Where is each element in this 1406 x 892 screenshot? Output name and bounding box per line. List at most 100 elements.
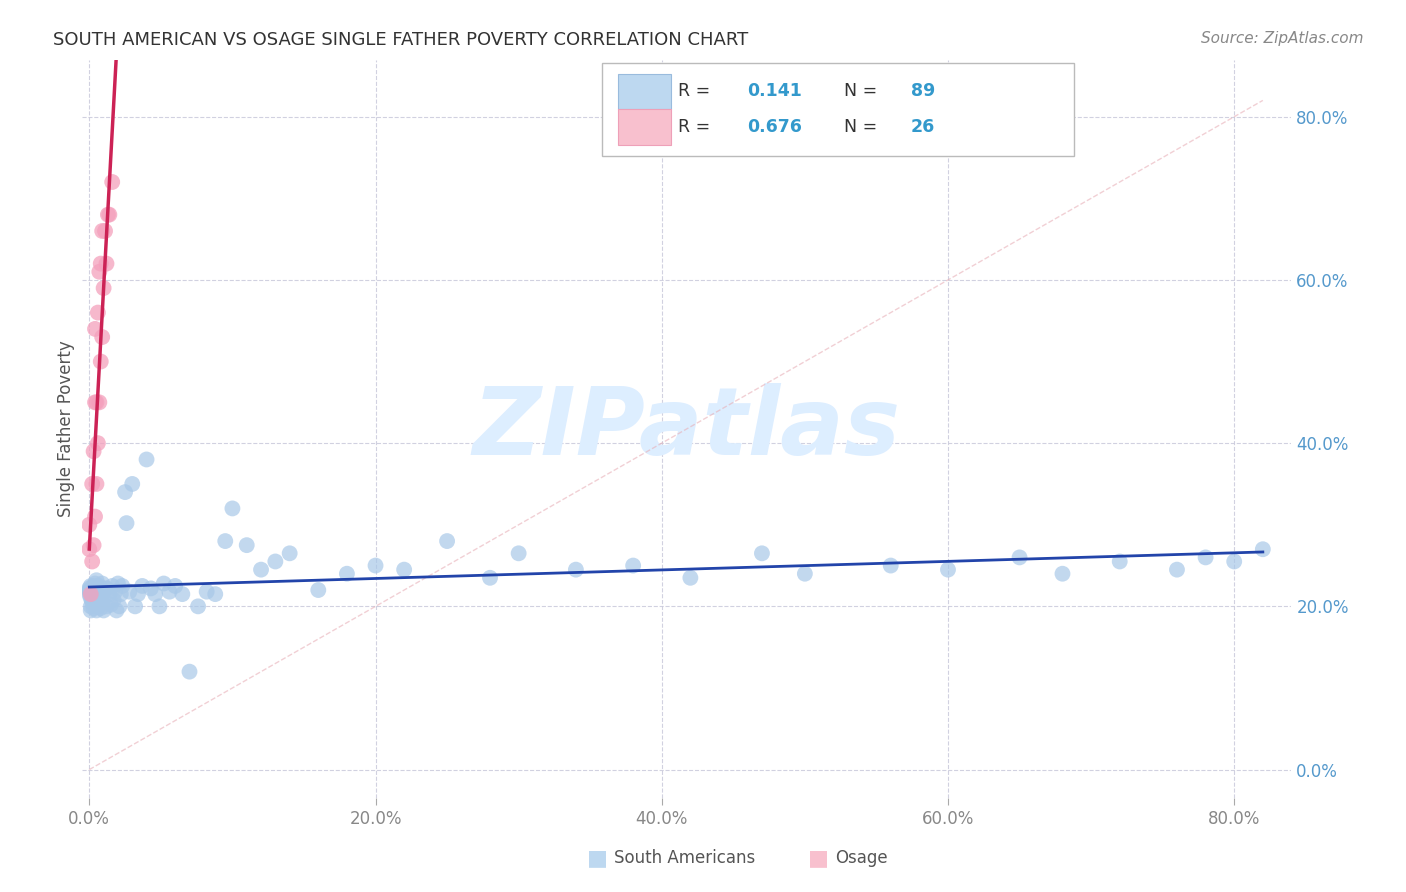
Point: [135, 452, 157, 467]
Point: [83, 601, 105, 615]
Point: [80, 599, 103, 614]
Text: ZIPatlas: ZIPatlas: [472, 383, 901, 475]
Point: [392, 563, 415, 577]
Point: [80, 587, 103, 601]
Point: [91, 224, 114, 238]
Point: [101, 579, 124, 593]
Point: [152, 576, 174, 591]
Point: [1052, 566, 1074, 581]
Point: [114, 485, 136, 500]
Point: [84, 395, 107, 409]
Point: [83, 538, 105, 552]
Point: [96, 257, 118, 271]
Point: [107, 576, 129, 591]
Point: [1166, 563, 1188, 577]
Point: [195, 584, 218, 599]
Point: [80, 603, 103, 617]
Point: [96, 599, 118, 614]
Point: [94, 224, 117, 238]
Point: [87, 305, 110, 319]
Point: [83, 579, 105, 593]
Point: [87, 599, 110, 614]
Point: [1108, 554, 1130, 568]
Text: R =: R =: [678, 82, 716, 101]
Point: [124, 599, 146, 614]
Point: [93, 281, 115, 295]
Text: ■: ■: [588, 848, 607, 868]
Text: R =: R =: [678, 118, 716, 136]
Point: [82, 587, 104, 601]
Point: [89, 579, 111, 593]
Text: Osage: Osage: [835, 849, 887, 867]
Point: [479, 571, 502, 585]
Point: [221, 501, 243, 516]
Point: [87, 436, 110, 450]
Point: [364, 558, 387, 573]
Point: [679, 571, 702, 585]
Point: [84, 322, 107, 336]
Point: [89, 395, 111, 409]
Point: [90, 354, 112, 368]
Point: [89, 265, 111, 279]
Point: [84, 576, 107, 591]
Text: 0.676: 0.676: [747, 118, 803, 136]
Point: [90, 257, 112, 271]
Point: [86, 395, 108, 409]
Point: [143, 587, 166, 601]
Point: [98, 587, 121, 601]
Point: [82, 554, 104, 568]
Point: [131, 579, 153, 593]
Point: [1008, 550, 1031, 565]
Point: [307, 582, 329, 597]
Point: [91, 576, 114, 591]
Point: [79, 584, 101, 599]
Point: [278, 546, 301, 560]
Text: 26: 26: [911, 118, 935, 136]
Point: [90, 601, 112, 615]
Point: [84, 509, 107, 524]
Point: [82, 595, 104, 609]
Point: [93, 603, 115, 617]
Point: [936, 563, 959, 577]
Point: [115, 516, 138, 530]
Text: N =: N =: [844, 118, 883, 136]
Point: [159, 584, 181, 599]
Point: [79, 542, 101, 557]
FancyBboxPatch shape: [617, 74, 671, 109]
Point: [179, 665, 201, 679]
Point: [101, 175, 124, 189]
Point: [187, 599, 209, 614]
Point: [80, 579, 103, 593]
Point: [1194, 550, 1216, 565]
Point: [235, 538, 257, 552]
Point: [880, 558, 903, 573]
Point: [96, 582, 118, 596]
Point: [108, 599, 131, 614]
Point: [1251, 542, 1274, 557]
Point: [148, 599, 170, 614]
Point: [93, 584, 115, 599]
Point: [214, 534, 236, 549]
Point: [436, 534, 458, 549]
Point: [121, 477, 143, 491]
Point: [204, 587, 226, 601]
Point: [100, 598, 122, 612]
Point: [84, 598, 107, 612]
Point: [84, 584, 107, 599]
Point: [82, 477, 104, 491]
Point: [104, 584, 127, 599]
Point: [83, 590, 105, 604]
Text: South Americans: South Americans: [614, 849, 755, 867]
Point: [91, 330, 114, 344]
Point: [86, 477, 108, 491]
Point: [98, 208, 121, 222]
Point: [91, 595, 114, 609]
Point: [79, 517, 101, 532]
Point: [793, 566, 815, 581]
Point: [90, 587, 112, 601]
Point: [79, 582, 101, 597]
Point: [82, 592, 104, 607]
Text: N =: N =: [844, 82, 883, 101]
Point: [110, 587, 132, 601]
FancyBboxPatch shape: [602, 63, 1074, 155]
